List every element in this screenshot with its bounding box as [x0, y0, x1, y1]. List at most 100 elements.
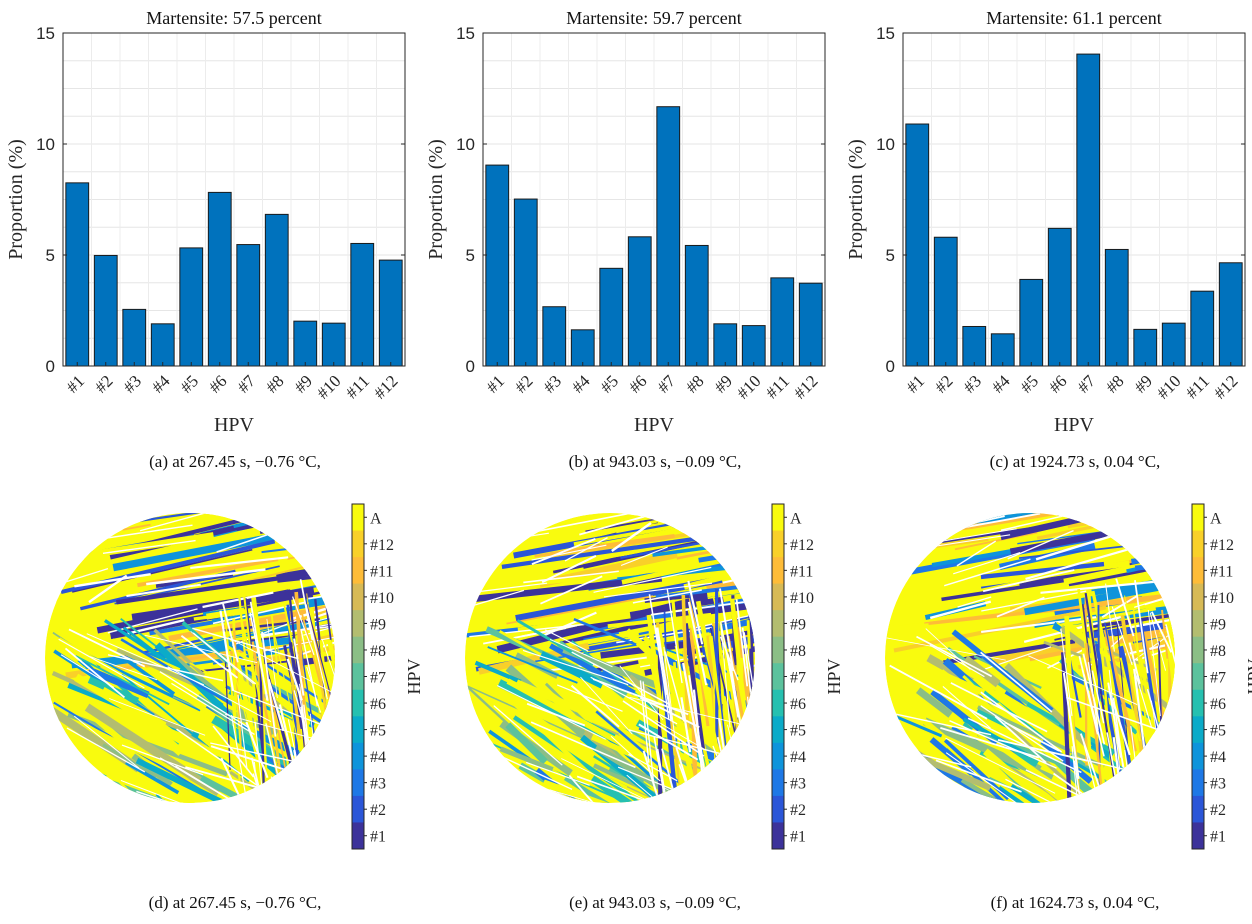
grain-boundary: [212, 725, 255, 778]
grain-boundary: [107, 608, 198, 634]
grain-boundary: [222, 603, 239, 663]
grain-boundary: [549, 638, 613, 668]
grain-boundary: [144, 634, 258, 664]
x-axis-label: HPV: [634, 414, 675, 436]
grain-boundary: [1115, 578, 1135, 637]
lath: [499, 746, 554, 772]
bar-#2: [513, 198, 538, 367]
x-tick-label: #1: [903, 371, 928, 396]
lath: [514, 652, 559, 679]
grain-boundary: [950, 682, 1048, 733]
grain-boundary: [523, 570, 619, 584]
x-tick-label: #6: [625, 371, 650, 396]
grain-boundary: [579, 513, 653, 536]
lath: [943, 738, 1010, 801]
grain-boundary: [1107, 682, 1122, 758]
lath: [696, 513, 755, 538]
colorbar-tick-label: #10: [790, 590, 814, 607]
lath: [106, 513, 272, 532]
grain-boundary: [956, 540, 997, 567]
grain-boundary: [889, 664, 988, 720]
grain-boundary: [253, 761, 265, 803]
lath: [921, 647, 983, 662]
y-tick-label: 10: [876, 135, 895, 154]
grain-boundary: [1111, 606, 1133, 666]
lath: [501, 535, 706, 569]
colorbar-segment: [772, 742, 784, 770]
bar-#12: [378, 259, 403, 367]
colorbar-label: HPV: [404, 658, 424, 694]
bar-#3: [122, 308, 147, 367]
lath: [101, 687, 167, 728]
y-tick-label: 10: [456, 135, 475, 154]
lath: [224, 662, 231, 771]
colorbar-tick-label: #11: [1210, 563, 1233, 580]
grain-boundary: [680, 697, 692, 753]
grain-boundary: [531, 544, 607, 561]
grain-boundary: [1131, 609, 1175, 629]
grain-boundary: [576, 804, 678, 840]
grain-boundary: [167, 666, 272, 722]
bar-#10: [321, 322, 346, 367]
grain-boundary: [136, 790, 218, 803]
caption-f: (f) at 1624.73 s, 0.04 °C,: [990, 893, 1160, 912]
colorbar-tick-label: #1: [1210, 829, 1226, 846]
colorbar-segment: [1192, 716, 1204, 744]
lath: [1098, 613, 1175, 660]
lath: [300, 609, 323, 690]
lath: [477, 597, 545, 616]
colorbar-tick-label: #12: [790, 537, 814, 554]
grain-boundary: [638, 723, 699, 761]
grain-boundary: [190, 630, 254, 685]
grain-boundary: [886, 637, 1006, 661]
x-tick-label: #2: [511, 371, 536, 396]
grain-boundary: [1062, 672, 1080, 780]
grain-boundary: [540, 575, 603, 605]
grain-boundary: [967, 717, 1082, 774]
colorbar-segment: [352, 583, 364, 611]
lath: [681, 594, 690, 730]
colorbar-tick-label: #8: [1210, 643, 1226, 660]
x-tick-label: #11: [1182, 371, 1213, 402]
grain-boundary: [656, 627, 673, 721]
bar-#6: [207, 191, 232, 367]
lath: [45, 532, 215, 565]
lath: [470, 760, 514, 787]
lath: [542, 779, 616, 803]
lath: [259, 514, 331, 534]
x-tick-label: #12: [790, 371, 821, 402]
colorbar-segment: [772, 822, 784, 850]
lath: [957, 551, 1032, 577]
lath: [135, 757, 240, 803]
colorbar-segment: [352, 663, 364, 691]
colorbar-2: A #12 #11 #10 #9 #8 #7 #6 #5 #4 #3 #2 #1 HPV: [1191, 503, 1252, 850]
colorbar-label: HPV: [824, 658, 844, 694]
grain-boundary: [469, 589, 525, 608]
grain-boundary: [293, 749, 310, 803]
grain-boundary: [292, 596, 315, 656]
lath: [52, 551, 249, 603]
colorbar-segment: [1192, 742, 1204, 770]
lath: [75, 655, 170, 706]
lath: [127, 696, 208, 748]
y-axis-label: Proportion (%): [845, 139, 867, 260]
bar-#7: [236, 244, 261, 367]
lath: [280, 525, 335, 544]
grain-boundary: [334, 705, 335, 769]
lath: [655, 579, 755, 599]
grain-boundary: [1071, 746, 1082, 803]
colorbar-segment: [352, 636, 364, 664]
grain-boundary: [692, 689, 704, 776]
x-tick-label: #10: [733, 371, 764, 402]
y-tick-label: 10: [36, 135, 55, 154]
grain-boundary: [719, 636, 739, 681]
colorbar-tick-label: #2: [1210, 802, 1226, 819]
grain-boundary: [570, 684, 620, 728]
lath: [1024, 580, 1175, 616]
y-tick-label: 15: [36, 24, 55, 43]
grain-boundary: [1135, 675, 1153, 729]
colorbar-segment: [1192, 769, 1204, 797]
colorbar-tick-label: A: [790, 510, 802, 527]
colorbar-tick-label: #3: [1210, 776, 1226, 793]
